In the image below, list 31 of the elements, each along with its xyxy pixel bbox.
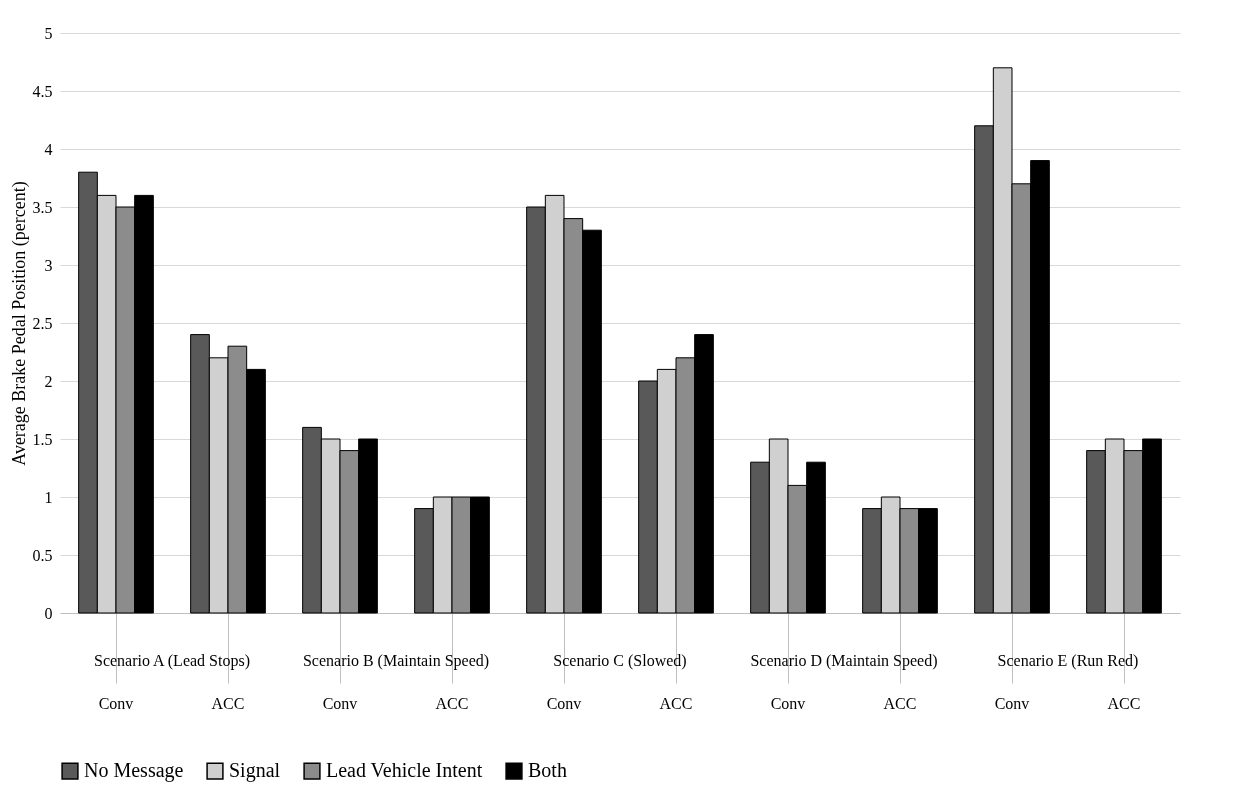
x-tick-label: Conv (770, 694, 806, 712)
x-tick-label: ACC (883, 694, 917, 712)
y-tick-label: 0 (44, 604, 53, 622)
y-tick-label: 2 (44, 372, 53, 390)
y-tick-label: 5 (44, 24, 53, 42)
text: Scenario E (Run Red) (997, 652, 1139, 670)
x-tick-label: Conv (98, 694, 134, 712)
text: Scenario D (Maintain Speed) (750, 652, 938, 670)
x-tick-label: Conv (546, 694, 582, 712)
legend-label: No Message (84, 759, 184, 783)
y-tick-label: 2.5 (32, 314, 53, 332)
y-axis-title: Average Brake Pedal Position (percent) (8, 181, 30, 466)
x-tick-label: ACC (1107, 694, 1141, 712)
y-tick-label: 1.5 (32, 430, 53, 448)
legend-label: Both (528, 759, 567, 782)
y-tick-label: 4 (44, 140, 53, 158)
x-tick-label: ACC (211, 694, 245, 712)
y-tick-label: 3.5 (32, 198, 53, 216)
text: Scenario C (Slowed) (553, 652, 687, 670)
x-tick-label: Conv (994, 694, 1030, 712)
legend-label: Signal (229, 759, 281, 783)
y-tick-label: 0.5 (32, 546, 53, 564)
x-tick-label: Conv (322, 694, 358, 712)
y-tick-label: 3 (44, 256, 53, 274)
legend-label: Lead Vehicle Intent (326, 759, 483, 782)
y-tick-label: 4.5 (32, 82, 53, 100)
x-tick-label: ACC (659, 694, 693, 712)
text: Scenario A (Lead Stops) (94, 652, 250, 670)
y-tick-label: 1 (44, 488, 53, 506)
x-tick-label: ACC (435, 694, 469, 712)
text: Scenario B (Maintain Speed) (302, 652, 490, 670)
